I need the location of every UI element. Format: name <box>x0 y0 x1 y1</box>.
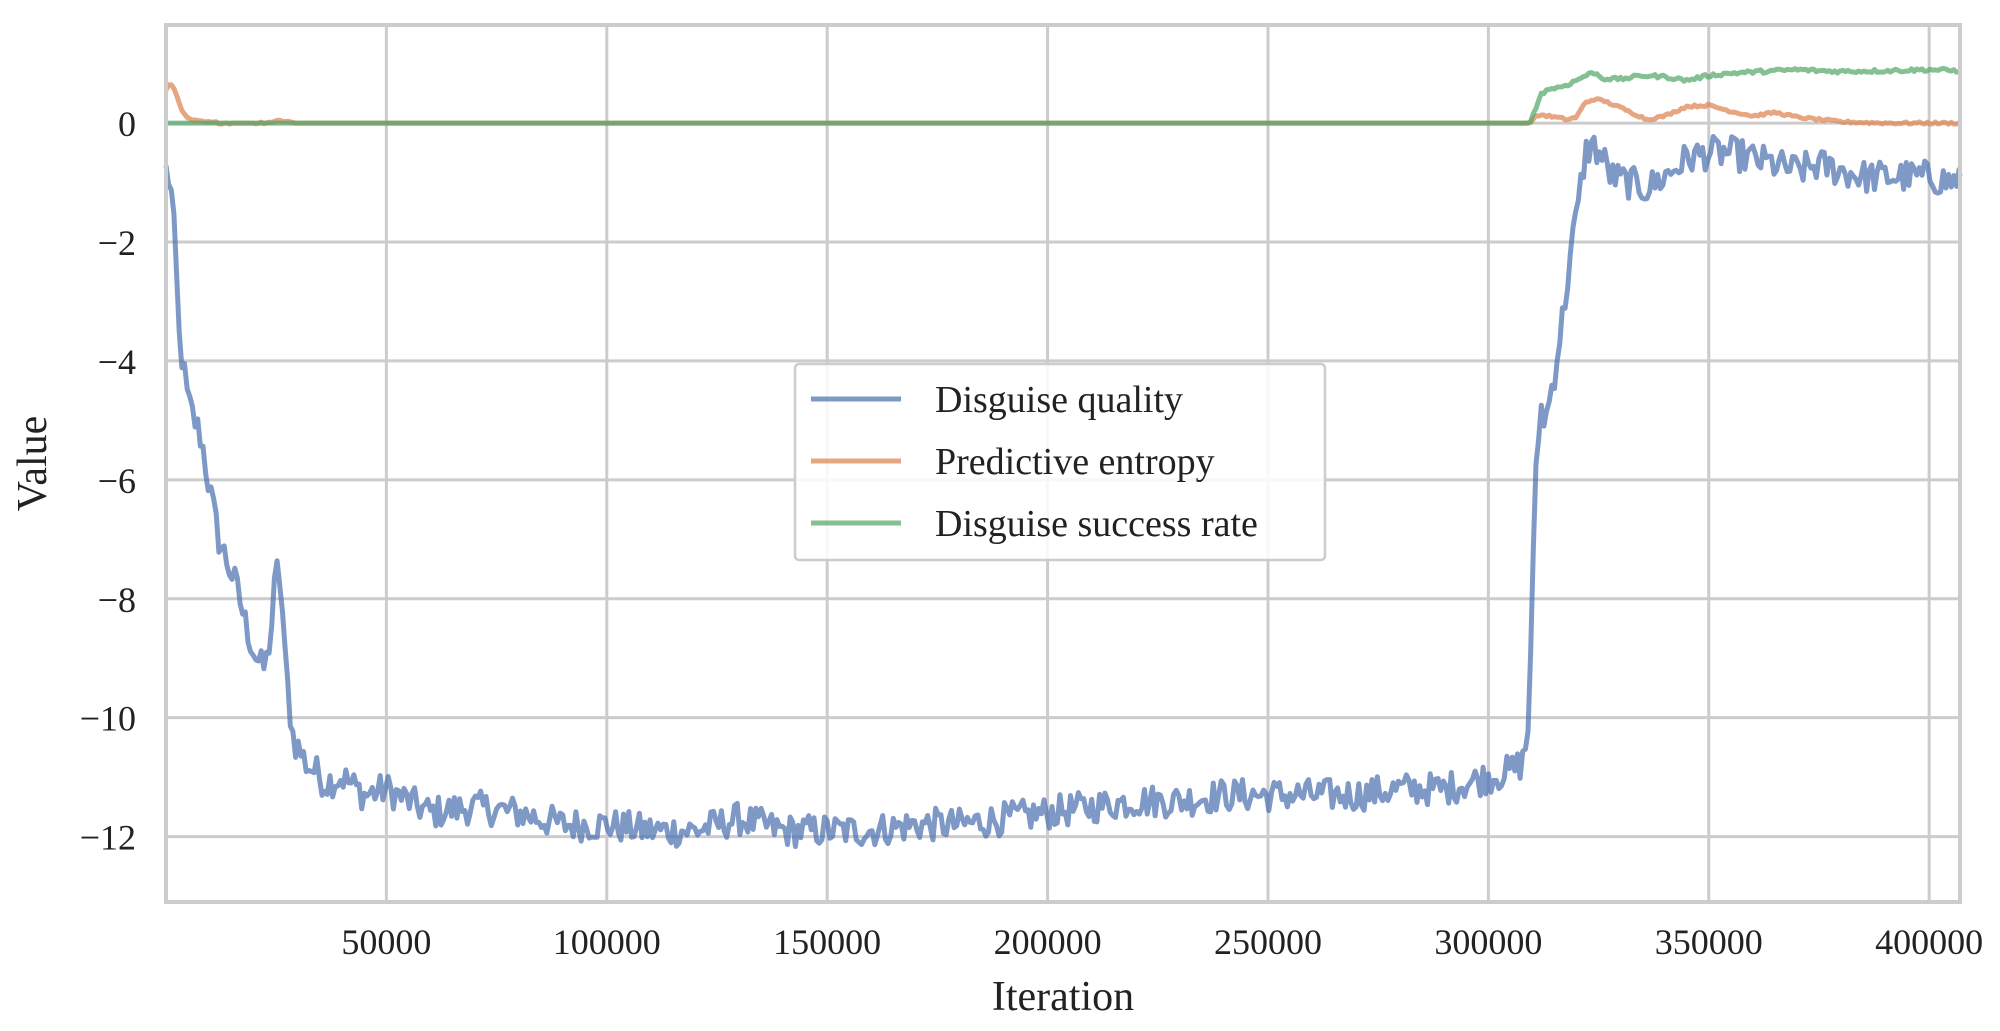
legend-label-1: Predictive entropy <box>935 441 1215 483</box>
y-tick-labels: 0 −2 −4 −6 −8 −10 −12 <box>80 104 136 857</box>
y-tick-label-4: −8 <box>98 580 136 620</box>
x-tick-label-5: 300000 <box>1434 922 1542 962</box>
y-tick-label-6: −12 <box>80 818 136 858</box>
x-axis-label: Iteration <box>992 974 1134 1020</box>
y-tick-label-5: −10 <box>80 699 136 739</box>
x-tick-labels: 50000 100000 150000 200000 250000 300000 35000… <box>341 922 1983 962</box>
y-axis-label: Value <box>10 416 56 512</box>
series-lines <box>163 65 1963 849</box>
legend-label-0: Disguise quality <box>935 379 1183 421</box>
legend-label-2: Disguise success rate <box>935 503 1258 545</box>
x-tick-label-1: 100000 <box>553 922 661 962</box>
y-tick-label-0: 0 <box>118 104 136 144</box>
x-tick-label-3: 200000 <box>994 922 1102 962</box>
y-tick-label-2: −4 <box>98 342 136 382</box>
y-tick-label-1: −2 <box>98 223 136 263</box>
x-tick-label-7: 400000 <box>1875 922 1983 962</box>
legend-box <box>793 362 1327 562</box>
x-tick-label-0: 50000 <box>341 922 431 962</box>
x-tick-label-6: 350000 <box>1655 922 1763 962</box>
x-tick-label-4: 250000 <box>1214 922 1322 962</box>
series-line-2 <box>166 65 1963 126</box>
plot-frame <box>164 23 1962 904</box>
x-tick-label-2: 150000 <box>773 922 881 962</box>
y-tick-label-3: −6 <box>98 461 136 501</box>
series-line-0 <box>163 134 1963 849</box>
legend: Disguise quality Predictive entropy Disgui… <box>793 362 1327 562</box>
